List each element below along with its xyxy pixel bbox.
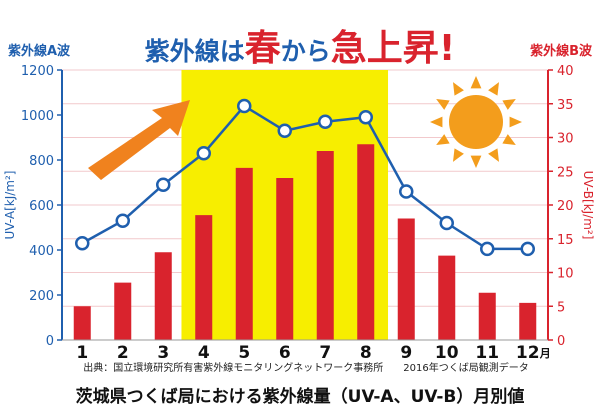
uvb-bar [519, 302, 537, 340]
right-tick-label: 30 [557, 132, 574, 147]
sun-icon [430, 76, 522, 168]
sun-ray [502, 99, 516, 110]
x-tick-label: 10 [435, 343, 459, 363]
x-tick-label: 9 [400, 343, 412, 363]
right-tick-label: 5 [557, 300, 565, 315]
right-tick-label: 35 [557, 98, 574, 113]
source-note: 出典：国立環境研究所有害紫外線モニタリングネットワーク事務所 2016年つくば局… [83, 361, 528, 374]
x-tick-label: 12 [516, 343, 540, 363]
sun-ray [430, 116, 443, 128]
x-tick-label: 2 [117, 343, 129, 363]
x-tick-label: 5 [238, 343, 250, 363]
left-tick-label: 200 [29, 289, 54, 304]
right-tick-label: 0 [557, 334, 565, 349]
sun-ray [470, 155, 482, 168]
uvb-bars [73, 144, 537, 340]
uva-point [439, 215, 454, 231]
x-tick-label: 8 [360, 343, 372, 363]
uvb-bar [154, 252, 172, 340]
uva-point [156, 177, 171, 192]
sun-ray [453, 82, 464, 96]
uva-line [81, 104, 528, 251]
sun-ray [453, 148, 464, 162]
left-axis-label: 紫外線A波 [8, 43, 71, 59]
uvb-bar [478, 292, 496, 340]
left-tick-label: 1200 [21, 64, 54, 79]
sun-ray [488, 82, 499, 96]
left-tick-label: 600 [29, 199, 54, 214]
uva-point [318, 114, 333, 129]
uva-point [75, 236, 90, 251]
sun-disc [449, 95, 503, 149]
right-tick-label: 15 [557, 233, 574, 248]
right-tick-label: 10 [557, 267, 574, 282]
uvb-bar [73, 306, 91, 340]
left-tick-label: 1000 [21, 109, 54, 124]
x-tick-label: 6 [279, 343, 291, 363]
x-tick-label: 11 [475, 343, 499, 363]
uvb-bar [114, 282, 132, 340]
x-tick-label: 1 [76, 343, 88, 363]
axes: 0 200 400 600 800 1000 1200 0 5 10 15 20 25 30 35 40 [21, 64, 574, 349]
month-suffix: 月 [539, 347, 551, 360]
sun-ray [470, 76, 482, 89]
uvb-bar [276, 178, 294, 340]
left-tick-label: 800 [29, 154, 54, 169]
x-tick-label: 4 [198, 343, 210, 363]
sun-ray [502, 134, 516, 145]
uvb-bar [357, 144, 375, 340]
uvb-bar [235, 167, 253, 340]
right-tick-label: 40 [557, 64, 574, 79]
x-tick-labels: 1 2 3 4 5 6 7 8 9 10 11 12 月 [76, 343, 550, 363]
sun-ray [509, 116, 522, 128]
uva-point [358, 110, 373, 125]
uvb-bar [195, 215, 213, 340]
sun-ray [436, 99, 450, 110]
uvb-bar [438, 255, 456, 340]
left-tick-label: 400 [29, 244, 54, 259]
uva-point [520, 241, 535, 257]
right-axis-label: 紫外線B波 [530, 43, 593, 59]
x-tick-label: 7 [319, 343, 331, 363]
right-tick-label: 25 [557, 165, 574, 180]
uva-point [480, 241, 495, 257]
left-unit-label: UV-A[kJ/m²] [3, 171, 17, 240]
left-tick-label: 0 [46, 334, 54, 349]
x-tick-label: 3 [157, 343, 169, 363]
uva-point [196, 146, 211, 161]
sun-ray [488, 148, 499, 162]
uva-point [277, 123, 292, 138]
uva-point [115, 213, 130, 228]
rising-arrow-icon [88, 100, 190, 180]
uvb-bar [316, 151, 334, 340]
headline: 紫外線は春から急上昇! [145, 28, 455, 69]
right-unit-label: UV-B[kJ/m²] [581, 171, 595, 240]
right-tick-label: 20 [557, 199, 574, 214]
uvb-bar [397, 218, 415, 340]
uva-points [75, 98, 535, 257]
uva-point [399, 184, 414, 199]
uva-point [237, 98, 252, 114]
sun-ray [436, 134, 450, 145]
bottom-title: 茨城県つくば局における紫外線量（UV-A、UV-B）月別値 [76, 386, 525, 407]
